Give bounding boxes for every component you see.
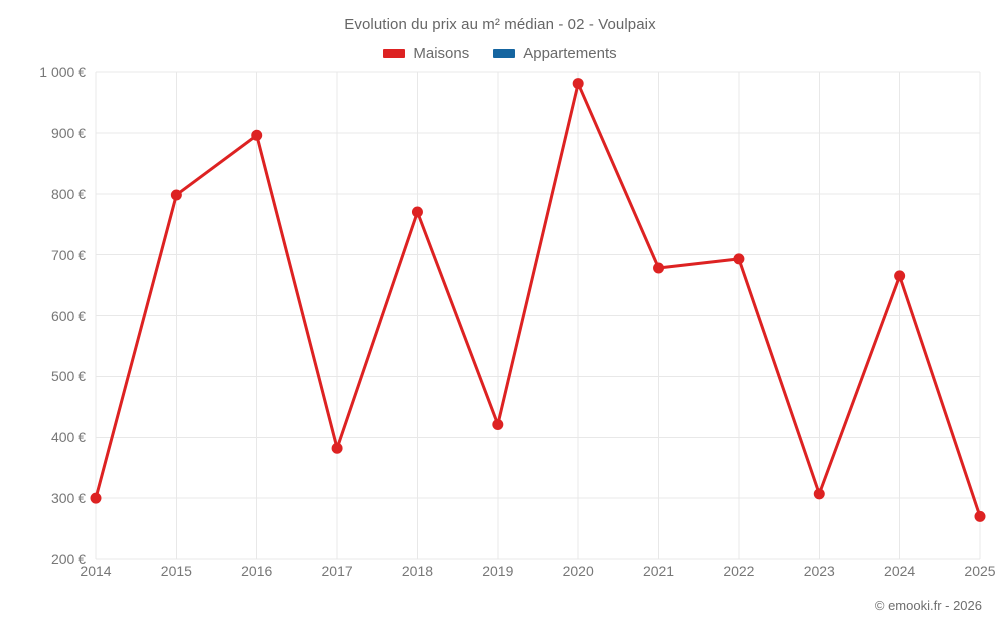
chart-title: Evolution du prix au m² médian - 02 - Vo… (344, 16, 656, 33)
plot-svg (90, 71, 986, 560)
y-tick-label: 1 000 € (39, 64, 86, 80)
y-tick-label: 200 € (50, 551, 86, 567)
x-tick-label: 2016 (241, 563, 273, 579)
data-point-marker[interactable] (733, 253, 745, 265)
data-point-marker[interactable] (813, 488, 825, 500)
data-point-marker[interactable] (492, 418, 504, 430)
data-point-marker[interactable] (170, 189, 182, 201)
gridlines-horizontal (96, 71, 980, 560)
x-tick-label: 2017 (321, 563, 353, 579)
data-point-marker[interactable] (411, 206, 423, 218)
x-tick-label: 2014 (80, 563, 112, 579)
y-tick-label: 600 € (50, 307, 86, 324)
x-tick-label: 2022 (723, 563, 755, 579)
series-line (94, 82, 982, 518)
gridlines-vertical (95, 72, 981, 559)
data-point-marker[interactable] (331, 442, 343, 454)
legend-item-label: Appartements (523, 45, 617, 62)
legend-item-label: Maisons (413, 45, 470, 62)
legend-item-appartements[interactable]: Appartements (493, 45, 617, 62)
y-tick-label: 500 € (50, 368, 86, 385)
x-tick-label: 2019 (482, 563, 514, 579)
x-tick-label: 2021 (642, 563, 675, 579)
series-maisons (90, 78, 986, 522)
y-axis: 200 € 300 € 400 € 500 € 600 € 700 € 800 € 900 €… (0, 64, 86, 567)
x-axis: 2014 2015 2016 2017 2018 2019 2020 2021 2022 2023… (80, 563, 995, 587)
data-point-marker[interactable] (251, 129, 263, 141)
x-tick-label: 2023 (803, 563, 835, 579)
x-tick-label: 2018 (401, 563, 434, 579)
data-point-marker[interactable] (90, 492, 102, 504)
plot-area (90, 71, 986, 560)
data-point-marker[interactable] (653, 262, 665, 274)
x-tick-label: 2020 (562, 563, 594, 579)
legend-swatch-icon (383, 49, 406, 58)
data-point-marker[interactable] (572, 78, 584, 90)
legend-item-maisons[interactable]: Maisons (383, 45, 469, 62)
y-tick-label: 800 € (50, 185, 86, 202)
y-tick-label: 700 € (50, 246, 86, 263)
y-tick-label: 900 € (50, 124, 86, 141)
chart-legend: Maisons Appartements (0, 45, 1000, 62)
x-tick-label: 2015 (160, 563, 192, 579)
x-tick-label: 2025 (964, 563, 996, 579)
data-point-marker[interactable] (974, 510, 986, 522)
footer-credit: © emooki.fr - 2026 (874, 598, 982, 613)
legend-swatch-icon (493, 49, 516, 58)
y-tick-label: 300 € (50, 490, 86, 507)
data-point-marker[interactable] (894, 270, 906, 282)
y-tick-label: 400 € (50, 429, 86, 446)
x-tick-label: 2024 (884, 563, 916, 579)
